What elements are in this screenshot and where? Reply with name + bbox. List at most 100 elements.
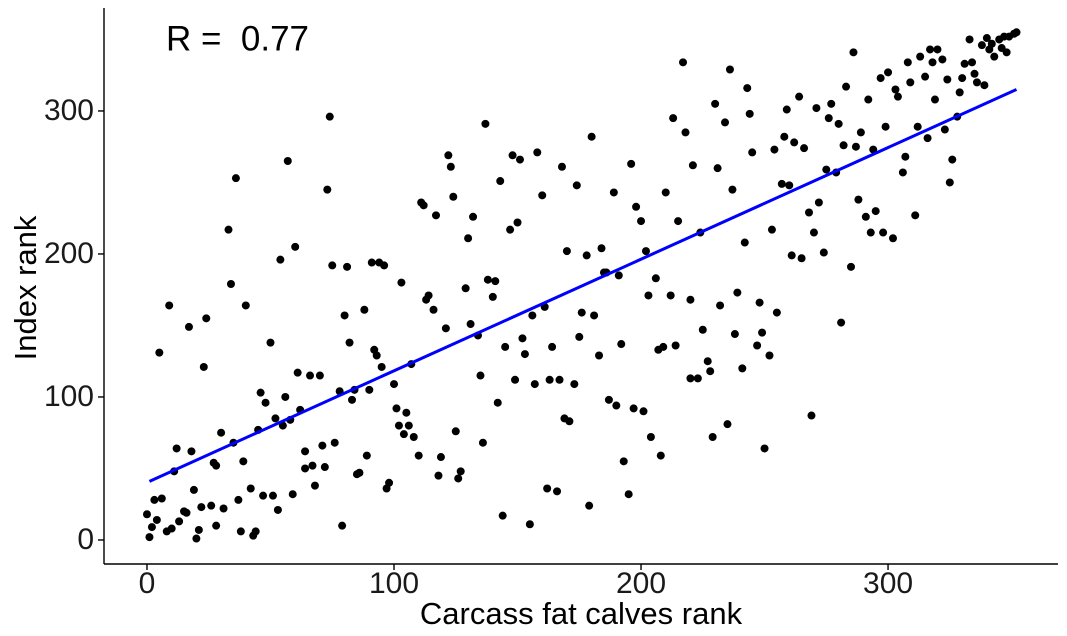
point (760, 444, 769, 453)
point (402, 408, 411, 417)
point (819, 248, 828, 257)
point (834, 119, 843, 128)
point (770, 145, 779, 154)
point (392, 404, 401, 413)
point (728, 185, 737, 194)
point (236, 527, 245, 536)
point (348, 395, 357, 404)
point (273, 505, 282, 514)
point (397, 278, 406, 287)
point (884, 68, 893, 77)
point (476, 371, 485, 380)
point (901, 152, 910, 161)
point (856, 128, 865, 137)
point (461, 284, 470, 293)
point (666, 291, 675, 300)
point (903, 58, 912, 67)
point (310, 481, 319, 490)
point (837, 318, 846, 327)
point (380, 261, 389, 270)
point (493, 398, 502, 407)
point (849, 48, 858, 57)
point (587, 132, 596, 141)
point (367, 258, 376, 267)
point (281, 392, 290, 401)
point (150, 495, 159, 504)
point (785, 181, 794, 190)
point (597, 244, 606, 253)
y-tick-label: 0 (77, 523, 94, 556)
point (987, 39, 996, 48)
y-tick-label: 200 (44, 237, 94, 270)
point (441, 324, 450, 333)
point (501, 342, 510, 351)
point (708, 433, 717, 442)
point (525, 520, 534, 529)
point (948, 155, 957, 164)
point (362, 451, 371, 460)
point (854, 195, 863, 204)
point (192, 534, 201, 543)
point (530, 380, 539, 389)
point (365, 385, 374, 394)
point (478, 438, 487, 447)
point (496, 177, 505, 186)
point (669, 114, 678, 123)
point (807, 411, 816, 420)
point (888, 234, 897, 243)
point (466, 320, 475, 329)
point (246, 484, 255, 493)
point (851, 142, 860, 151)
point (876, 74, 885, 83)
point (906, 78, 915, 87)
point (827, 99, 836, 108)
point (639, 407, 648, 416)
point (646, 433, 655, 442)
point (318, 441, 327, 450)
point (911, 211, 920, 220)
point (612, 401, 621, 410)
point (239, 457, 248, 466)
point (345, 338, 354, 347)
point (241, 301, 250, 310)
point (360, 305, 369, 314)
point (688, 161, 697, 170)
point (980, 81, 989, 90)
point (268, 491, 277, 500)
point (565, 417, 574, 426)
point (767, 225, 776, 234)
point (276, 255, 285, 264)
point (970, 69, 979, 78)
point (217, 428, 226, 437)
point (671, 341, 680, 350)
point (385, 478, 394, 487)
point (745, 109, 754, 118)
point (938, 55, 947, 64)
point (424, 291, 433, 300)
point (545, 375, 554, 384)
point (444, 151, 453, 160)
point (965, 35, 974, 44)
point (306, 371, 315, 380)
point (261, 398, 270, 407)
point (748, 148, 757, 157)
x-tick-label: 100 (369, 567, 419, 600)
point (251, 527, 260, 536)
point (641, 247, 650, 256)
point (871, 207, 880, 216)
point (175, 517, 184, 526)
point (879, 228, 888, 237)
point (713, 164, 722, 173)
point (923, 134, 932, 143)
point (681, 128, 690, 137)
point (805, 208, 814, 217)
point (725, 65, 734, 74)
point (436, 453, 445, 462)
point (469, 212, 478, 221)
point (617, 340, 626, 349)
point (943, 75, 952, 84)
point (291, 242, 300, 251)
x-tick-label: 0 (139, 567, 156, 600)
point (414, 451, 423, 460)
point (145, 533, 154, 542)
